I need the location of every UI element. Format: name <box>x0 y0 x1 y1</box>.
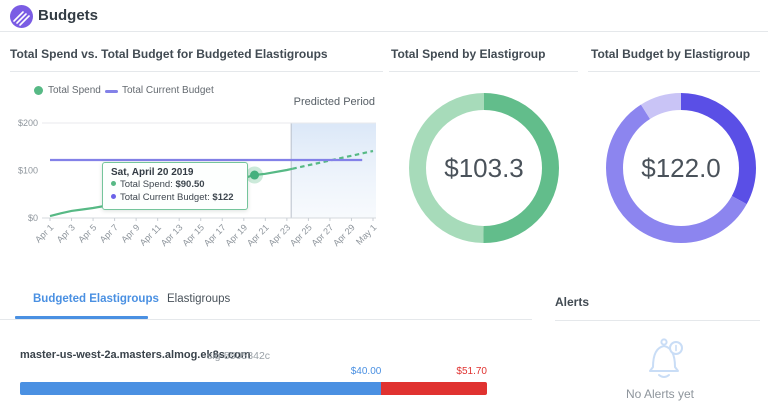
svg-text:May 1: May 1 <box>354 222 378 246</box>
active-tab-underline <box>15 316 148 319</box>
spend-bullet-icon <box>111 181 116 186</box>
budget-donut-chart[interactable] <box>606 93 756 243</box>
tooltip-budget-value: $122 <box>212 191 234 203</box>
tab-budgeted-elastigroups[interactable]: Budgeted Elastigroups <box>33 293 159 305</box>
svg-text:Apr 7: Apr 7 <box>98 222 120 244</box>
tooltip-spend-value: $90.50 <box>175 179 205 190</box>
svg-text:Apr 1: Apr 1 <box>33 222 55 244</box>
panel-title: Total Spend vs. Total Budget for Budgete… <box>10 47 328 61</box>
budget-bar-labels: $40.00 $51.70 <box>20 366 487 378</box>
budget-bar-over <box>381 382 487 395</box>
legend-item-total-current-budget[interactable]: Total Current Budget <box>122 85 214 96</box>
panel-title: Total Budget by Elastigroup <box>591 47 751 61</box>
spent-amount-label: $40.00 <box>350 366 382 377</box>
tab-elastigroups[interactable]: Elastigroups <box>167 293 231 305</box>
elastigroup-name[interactable]: master-us-west-2a.masters.almog.ek8s.com <box>20 349 251 361</box>
page-title: Budgets <box>38 7 98 24</box>
svg-text:Apr 17: Apr 17 <box>202 222 228 248</box>
header-divider <box>0 31 768 32</box>
spend-donut-chart[interactable] <box>409 93 559 243</box>
svg-text:$200: $200 <box>18 118 38 128</box>
panel-divider <box>389 71 578 72</box>
bell-icon <box>649 338 683 378</box>
alerts-divider <box>555 320 760 321</box>
svg-text:Apr 23: Apr 23 <box>266 222 292 248</box>
svg-text:Apr 27: Apr 27 <box>310 222 336 248</box>
tooltip-spend-label: Total Spend: <box>120 179 173 190</box>
legend-item-total-spend[interactable]: Total Spend <box>48 85 101 96</box>
svg-text:Apr 5: Apr 5 <box>76 222 98 244</box>
no-alerts-text: No Alerts yet <box>625 387 695 401</box>
elastigroup-sig: sig-5505342c <box>207 350 271 362</box>
panel-divider <box>10 71 383 72</box>
svg-text:Apr 29: Apr 29 <box>331 222 357 248</box>
panel-divider <box>588 71 760 72</box>
predicted-period-label: Predicted Period <box>293 96 375 108</box>
total-amount-label: $51.70 <box>456 366 487 377</box>
svg-text:$0: $0 <box>28 213 38 223</box>
app-logo-icon[interactable] <box>10 5 33 28</box>
svg-text:Apr 21: Apr 21 <box>245 222 271 248</box>
panel-title: Total Spend by Elastigroup <box>391 47 546 61</box>
svg-text:Apr 11: Apr 11 <box>138 222 163 247</box>
svg-text:Apr 13: Apr 13 <box>159 222 185 248</box>
tooltip-item-spend: Total Spend: $90.50 <box>111 179 239 192</box>
svg-text:Apr 3: Apr 3 <box>55 222 77 244</box>
svg-text:Apr 15: Apr 15 <box>180 222 206 248</box>
legend-dot-icon <box>34 86 43 95</box>
svg-text:Apr 25: Apr 25 <box>288 222 314 248</box>
tooltip-title: Sat, April 20 2019 <box>111 167 194 178</box>
budget-bullet-icon <box>111 193 116 199</box>
budget-bar <box>20 382 487 395</box>
tooltip-budget-label: Total Current Budget: <box>120 191 210 203</box>
chart-tooltip: Sat, April 20 2019 Total Spend: $90.50 T… <box>102 162 248 210</box>
legend-dash-icon <box>105 90 118 93</box>
alerts-title: Alerts <box>555 295 590 309</box>
tooltip-item-budget: Total Current Budget: $122 <box>111 192 239 205</box>
tabs-divider <box>0 319 532 320</box>
budget-bar-spent <box>20 382 382 395</box>
svg-text:Apr 19: Apr 19 <box>223 222 249 248</box>
svg-text:$100: $100 <box>18 166 38 176</box>
